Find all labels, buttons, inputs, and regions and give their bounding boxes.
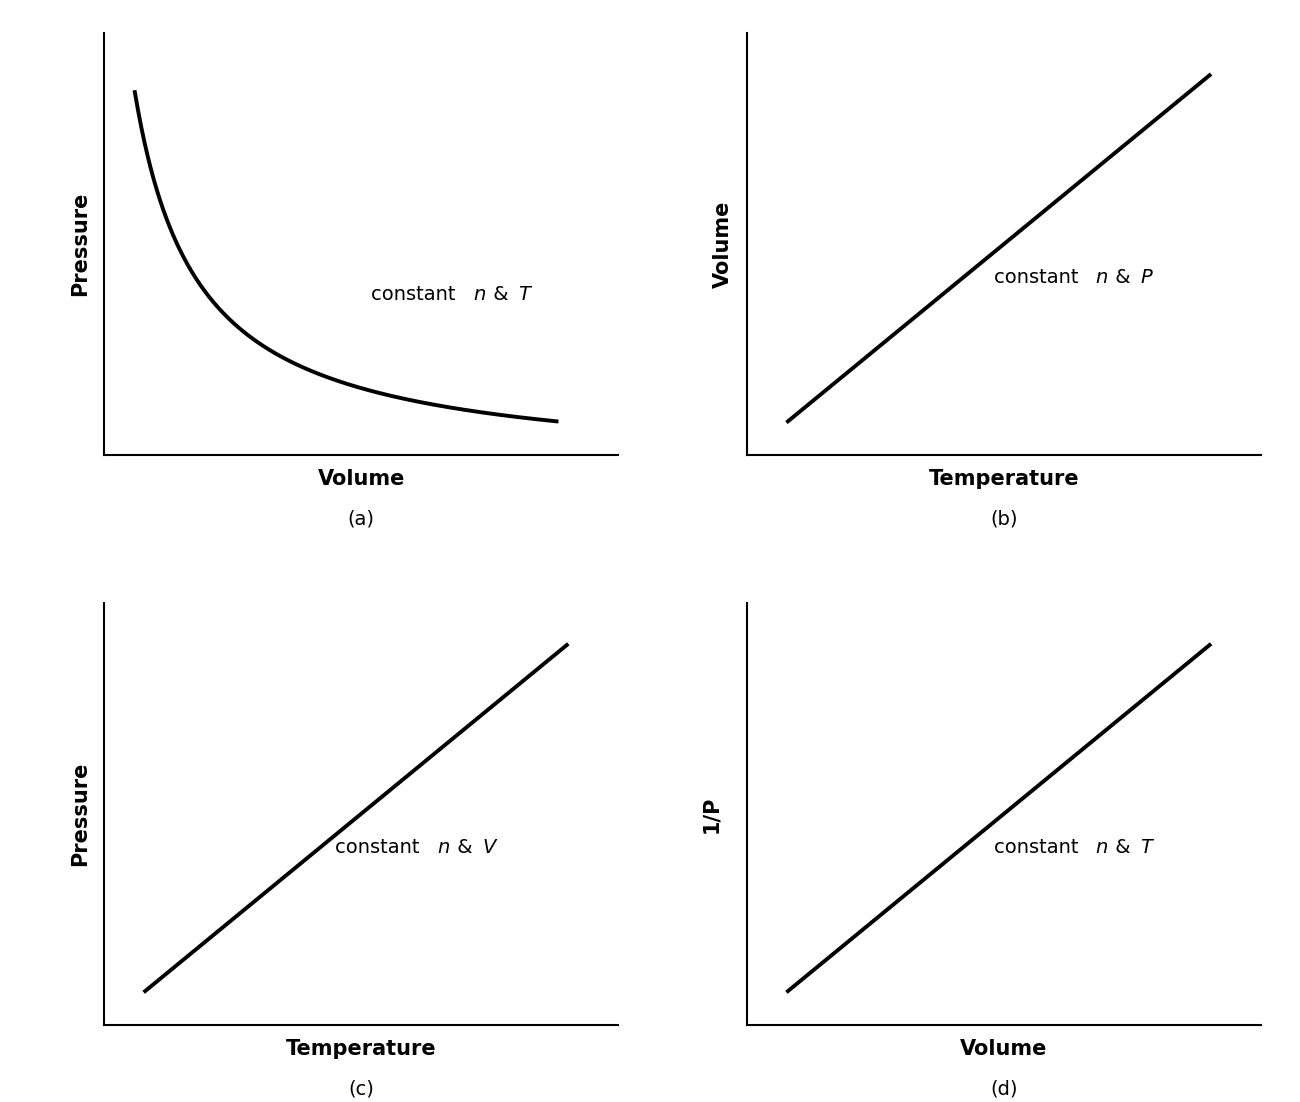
X-axis label: Volume: Volume	[961, 1039, 1048, 1059]
Text: n: n	[473, 285, 486, 304]
X-axis label: Volume: Volume	[317, 469, 404, 489]
Y-axis label: Volume: Volume	[712, 201, 733, 288]
Text: (b): (b)	[991, 510, 1018, 529]
Text: constant: constant	[993, 839, 1084, 857]
Text: constant: constant	[335, 839, 426, 857]
Text: P: P	[1140, 269, 1152, 288]
Text: T: T	[519, 285, 530, 304]
Text: T: T	[1140, 839, 1152, 857]
X-axis label: Temperature: Temperature	[928, 469, 1079, 489]
X-axis label: Temperature: Temperature	[286, 1039, 437, 1059]
Text: &: &	[451, 839, 478, 857]
Text: n: n	[1096, 269, 1108, 288]
Text: n: n	[437, 839, 450, 857]
Y-axis label: Pressure: Pressure	[70, 192, 90, 296]
Text: n: n	[1096, 839, 1108, 857]
Text: (d): (d)	[991, 1080, 1018, 1099]
Text: 1/P: 1/P	[701, 796, 720, 832]
Text: (a): (a)	[347, 510, 374, 529]
Text: &: &	[1109, 839, 1138, 857]
Y-axis label: Pressure: Pressure	[70, 761, 90, 866]
Text: &: &	[488, 285, 515, 304]
Text: constant: constant	[372, 285, 461, 304]
Text: V: V	[482, 839, 495, 857]
Text: &: &	[1109, 269, 1138, 288]
Text: (c): (c)	[348, 1080, 374, 1099]
Text: constant: constant	[993, 269, 1084, 288]
